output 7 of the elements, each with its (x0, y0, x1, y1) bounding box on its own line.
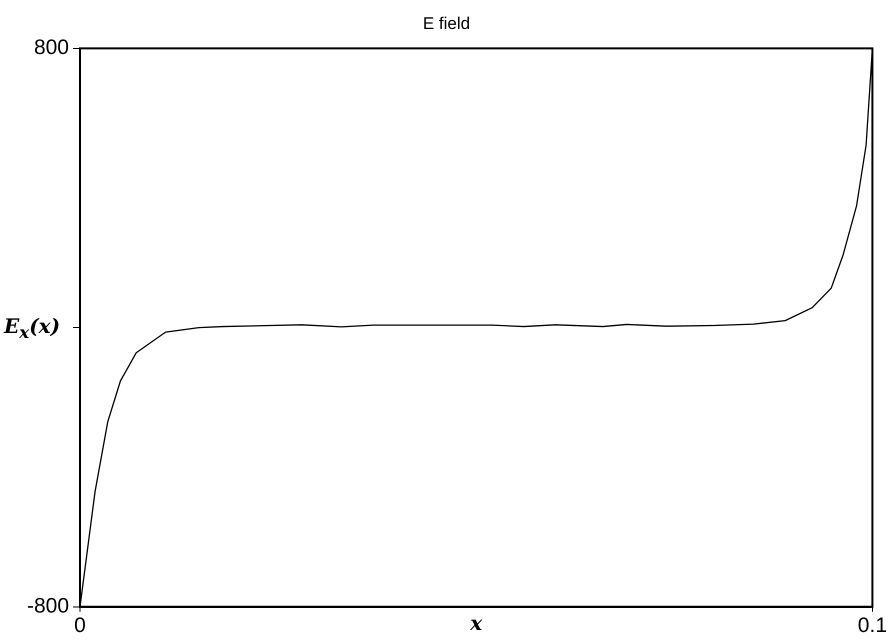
y-tick-label: -800 (26, 594, 69, 618)
x-axis-title: x (470, 610, 482, 635)
x-tick-label: 0 (74, 614, 86, 638)
chart-title: E field (422, 14, 470, 33)
y-tick-label: 800 (34, 36, 69, 60)
x-tick-label: 0.1 (858, 614, 888, 638)
y-axis-title: E$_{x}$(x) (4, 314, 60, 342)
